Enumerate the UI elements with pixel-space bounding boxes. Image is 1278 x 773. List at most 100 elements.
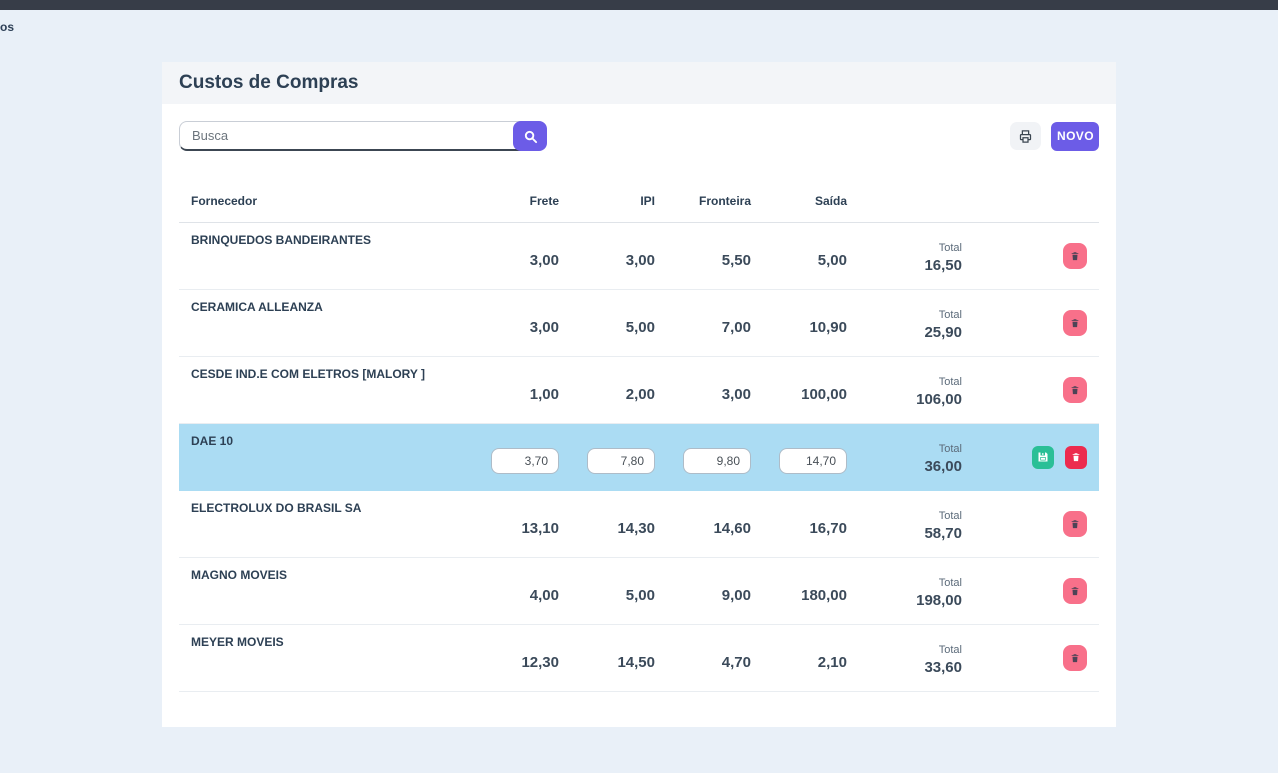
table-row: CESDE IND.E COM ELETROS [MALORY ] 1,00 2,0… (179, 357, 1099, 424)
table-row-editing: DAE 10 Total 36,00 (179, 424, 1099, 491)
supplier-name: MAGNO MOVEIS (191, 568, 288, 582)
supplier-name: CESDE IND.E COM ELETROS [MALORY ] (191, 367, 426, 381)
total-cell: Total 33,60 (847, 625, 962, 691)
frete-cell: 4,00 (529, 586, 559, 604)
row-actions (962, 223, 1099, 289)
header-ipi: IPI (640, 193, 655, 208)
delete-button[interactable] (1063, 310, 1087, 336)
ipi-cell: 14,30 (617, 519, 655, 537)
novo-button[interactable]: NOVO (1051, 121, 1099, 151)
total-label: Total (938, 376, 962, 388)
frete-cell: 3,00 (529, 251, 559, 269)
page-title: Custos de Compras (179, 72, 359, 93)
delete-button[interactable] (1063, 243, 1087, 269)
delete-button[interactable] (1063, 578, 1087, 604)
delete-icon (1071, 451, 1081, 463)
table-row: ELECTROLUX DO BRASIL SA 13,10 14,30 14,60 16… (179, 491, 1099, 558)
total-label: Total (938, 309, 962, 321)
fronteira-cell: 4,70 (721, 653, 751, 671)
delete-icon (1070, 250, 1080, 262)
table-row: MEYER MOVEIS 12,30 14,50 4,70 2,10 Total 33,60 (179, 625, 1099, 692)
row-actions (962, 357, 1099, 423)
saida-input[interactable] (779, 448, 847, 474)
ipi-cell (559, 424, 655, 490)
frete-cell: 12,30 (521, 653, 559, 671)
card-body: NOVO Fornecedor Frete IPI Fronteira Saíd… (162, 104, 1116, 727)
fronteira-cell: 14,60 (713, 519, 751, 537)
delete-button[interactable] (1063, 645, 1087, 671)
total-label: Total (938, 577, 962, 589)
total-label: Total (938, 510, 962, 522)
search-button[interactable] (513, 121, 547, 151)
total-label: Total (938, 443, 962, 455)
saida-cell: 100,00 (801, 385, 847, 403)
header-fornecedor: Fornecedor (191, 193, 258, 208)
top-navbar (0, 0, 1278, 10)
table-row: BRINQUEDOS BANDEIRANTES 3,00 3,00 5,50 5,00 T… (179, 223, 1099, 290)
header-frete: Frete (529, 193, 559, 208)
delete-button[interactable] (1063, 377, 1087, 403)
costs-table: Fornecedor Frete IPI Fronteira Saída BRI… (179, 179, 1099, 692)
toolbar-actions: NOVO (1010, 121, 1099, 151)
ipi-cell: 14,50 (617, 653, 655, 671)
total-value: 106,00 (916, 391, 962, 408)
delete-icon (1070, 585, 1080, 597)
delete-icon (1070, 317, 1080, 329)
saida-cell: 180,00 (801, 586, 847, 604)
header-fronteira: Fronteira (698, 193, 751, 208)
frete-input[interactable] (491, 448, 559, 474)
frete-cell: 3,00 (529, 318, 559, 336)
fronteira-cell (655, 424, 751, 490)
frete-cell (463, 424, 559, 490)
fronteira-input[interactable] (683, 448, 751, 474)
card-header: Custos de Compras (162, 62, 1116, 104)
toolbar: NOVO (179, 121, 1099, 151)
fronteira-cell: 3,00 (721, 385, 751, 403)
search-group (179, 121, 547, 151)
total-cell: Total 198,00 (847, 558, 962, 624)
delete-icon (1070, 652, 1080, 664)
saida-cell: 2,10 (817, 653, 847, 671)
supplier-name: ELECTROLUX DO BRASIL SA (191, 501, 362, 515)
printer-icon (1018, 129, 1033, 144)
total-value: 36,00 (924, 458, 962, 475)
total-value: 58,70 (924, 525, 962, 542)
supplier-name: MEYER MOVEIS (191, 635, 284, 649)
supplier-name: CERAMICA ALLEANZA (191, 300, 323, 314)
magnifier-icon (523, 129, 538, 144)
ipi-cell: 5,00 (625, 318, 655, 336)
row-actions (962, 424, 1099, 490)
total-cell: Total 16,50 (847, 223, 962, 289)
table-body: BRINQUEDOS BANDEIRANTES 3,00 3,00 5,50 5,00 T… (179, 223, 1099, 692)
row-actions (962, 625, 1099, 691)
saida-cell: 10,90 (809, 318, 847, 336)
delete-icon (1070, 384, 1080, 396)
total-cell: Total 58,70 (847, 491, 962, 557)
saida-cell: 16,70 (809, 519, 847, 537)
supplier-name: DAE 10 (191, 434, 234, 448)
nav-text-fragment: os (0, 20, 15, 34)
fronteira-cell: 7,00 (721, 318, 751, 336)
frete-cell: 13,10 (521, 519, 559, 537)
search-input[interactable] (179, 121, 521, 151)
custos-de-compras-card: Custos de Compras (162, 62, 1116, 727)
total-cell: Total 25,90 (847, 290, 962, 356)
total-value: 16,50 (924, 257, 962, 274)
print-button[interactable] (1010, 122, 1041, 150)
table-row: CERAMICA ALLEANZA 3,00 5,00 7,00 10,90 Total 2… (179, 290, 1099, 357)
ipi-cell: 3,00 (625, 251, 655, 269)
header-saida: Saída (814, 193, 847, 208)
row-actions (962, 558, 1099, 624)
ipi-cell: 5,00 (625, 586, 655, 604)
save-button[interactable] (1032, 445, 1054, 469)
total-cell: Total 36,00 (847, 424, 962, 490)
ipi-cell: 2,00 (625, 385, 655, 403)
row-actions (962, 290, 1099, 356)
total-value: 25,90 (924, 324, 962, 341)
delete-button[interactable] (1065, 445, 1087, 469)
ipi-input[interactable] (587, 448, 655, 474)
row-actions (962, 491, 1099, 557)
delete-button[interactable] (1063, 511, 1087, 537)
total-label: Total (938, 242, 962, 254)
frete-cell: 1,00 (529, 385, 559, 403)
